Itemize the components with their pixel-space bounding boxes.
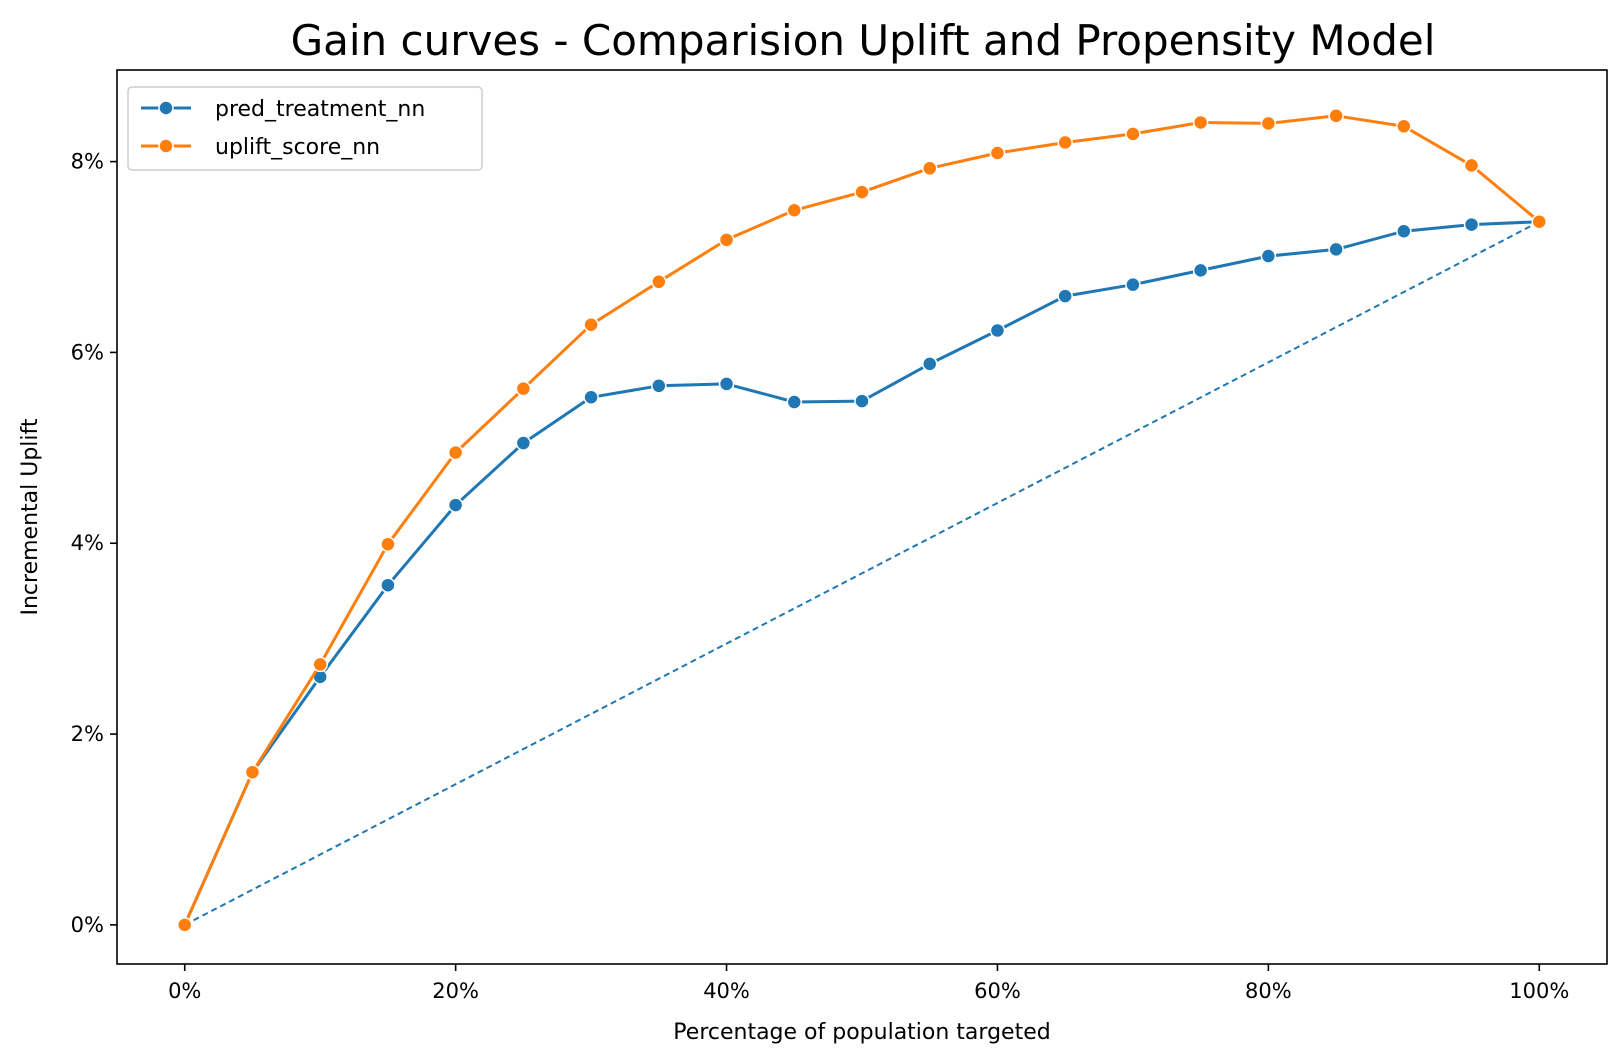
y-tick-label: 4%	[71, 531, 104, 555]
legend-label: uplift_score_nn	[215, 135, 380, 160]
data-point-uplift_score_nn-10	[854, 184, 870, 200]
data-point-uplift_score_nn-18	[1396, 118, 1412, 135]
data-point-uplift_score_nn-16	[1260, 115, 1277, 132]
x-tick-label: 40%	[703, 979, 750, 1003]
data-point-uplift_score_nn-7	[651, 274, 667, 290]
data-point-uplift_score_nn-5	[515, 380, 532, 397]
legend-label: pred_treatment_nn	[215, 97, 425, 122]
x-tick-label: 100%	[1509, 979, 1569, 1003]
data-point-pred_treatment_nn-4	[447, 497, 464, 513]
data-point-uplift_score_nn-20	[1531, 213, 1548, 230]
plot-layer	[176, 108, 1548, 933]
data-point-uplift_score_nn-17	[1328, 108, 1344, 124]
y-axis-label: Incremental Uplift	[18, 418, 43, 615]
x-tick-label: 0%	[168, 979, 201, 1003]
data-point-pred_treatment_nn-16	[1260, 248, 1277, 264]
data-point-uplift_score_nn-19	[1463, 157, 1480, 174]
data-point-pred_treatment_nn-19	[1463, 216, 1480, 233]
axis-layer: 0% 20% 40% 60% 80% 100% 0% 2% 4% 6% 8%	[71, 150, 1570, 1003]
data-point-pred_treatment_nn-13	[1057, 288, 1073, 304]
chart-title: Gain curves - Comparision Uplift and Pro…	[291, 16, 1436, 65]
data-point-uplift_score_nn-6	[583, 316, 599, 333]
legend-box	[127, 86, 483, 171]
legend-swatch-marker	[158, 138, 174, 154]
data-point-uplift_score_nn-3	[380, 536, 396, 552]
data-point-uplift_score_nn-13	[1057, 134, 1073, 151]
data-point-pred_treatment_nn-5	[515, 435, 532, 451]
data-point-uplift_score_nn-1	[244, 764, 261, 780]
data-point-pred_treatment_nn-12	[989, 322, 1006, 339]
data-point-pred_treatment_nn-3	[380, 577, 396, 593]
legend: pred_treatment_nn uplift_score_nn	[127, 86, 483, 171]
data-point-pred_treatment_nn-7	[651, 378, 667, 394]
legend-swatch-marker	[158, 100, 174, 116]
data-point-uplift_score_nn-4	[447, 444, 464, 461]
reference-line	[184, 220, 1540, 926]
data-point-pred_treatment_nn-9	[786, 394, 803, 410]
data-point-pred_treatment_nn-11	[921, 356, 938, 372]
data-point-uplift_score_nn-2	[312, 656, 328, 673]
data-point-pred_treatment_nn-6	[583, 389, 599, 406]
data-point-pred_treatment_nn-8	[718, 376, 735, 392]
x-tick-label: 80%	[1245, 979, 1292, 1003]
data-point-pred_treatment_nn-14	[1125, 276, 1141, 293]
data-point-uplift_score_nn-0	[176, 917, 193, 933]
series-line-uplift_score_nn	[183, 114, 1541, 926]
data-point-uplift_score_nn-12	[989, 145, 1006, 161]
y-tick-label: 8%	[71, 150, 104, 174]
plot-frame	[116, 69, 1608, 965]
data-point-uplift_score_nn-14	[1125, 126, 1141, 142]
y-tick-label: 0%	[71, 913, 104, 937]
x-axis-label: Percentage of population targeted	[673, 1020, 1050, 1045]
x-tick-label: 20%	[432, 979, 479, 1003]
data-point-uplift_score_nn-9	[786, 202, 803, 219]
data-point-uplift_score_nn-8	[718, 232, 735, 248]
x-tick-label: 60%	[974, 979, 1021, 1003]
data-point-uplift_score_nn-11	[921, 160, 938, 177]
data-point-pred_treatment_nn-17	[1328, 241, 1344, 258]
data-point-uplift_score_nn-15	[1192, 114, 1209, 131]
y-tick-label: 6%	[71, 340, 104, 364]
data-point-pred_treatment_nn-15	[1192, 262, 1209, 279]
data-point-pred_treatment_nn-18	[1396, 223, 1412, 239]
data-point-pred_treatment_nn-10	[854, 393, 870, 409]
y-tick-label: 2%	[71, 722, 104, 746]
